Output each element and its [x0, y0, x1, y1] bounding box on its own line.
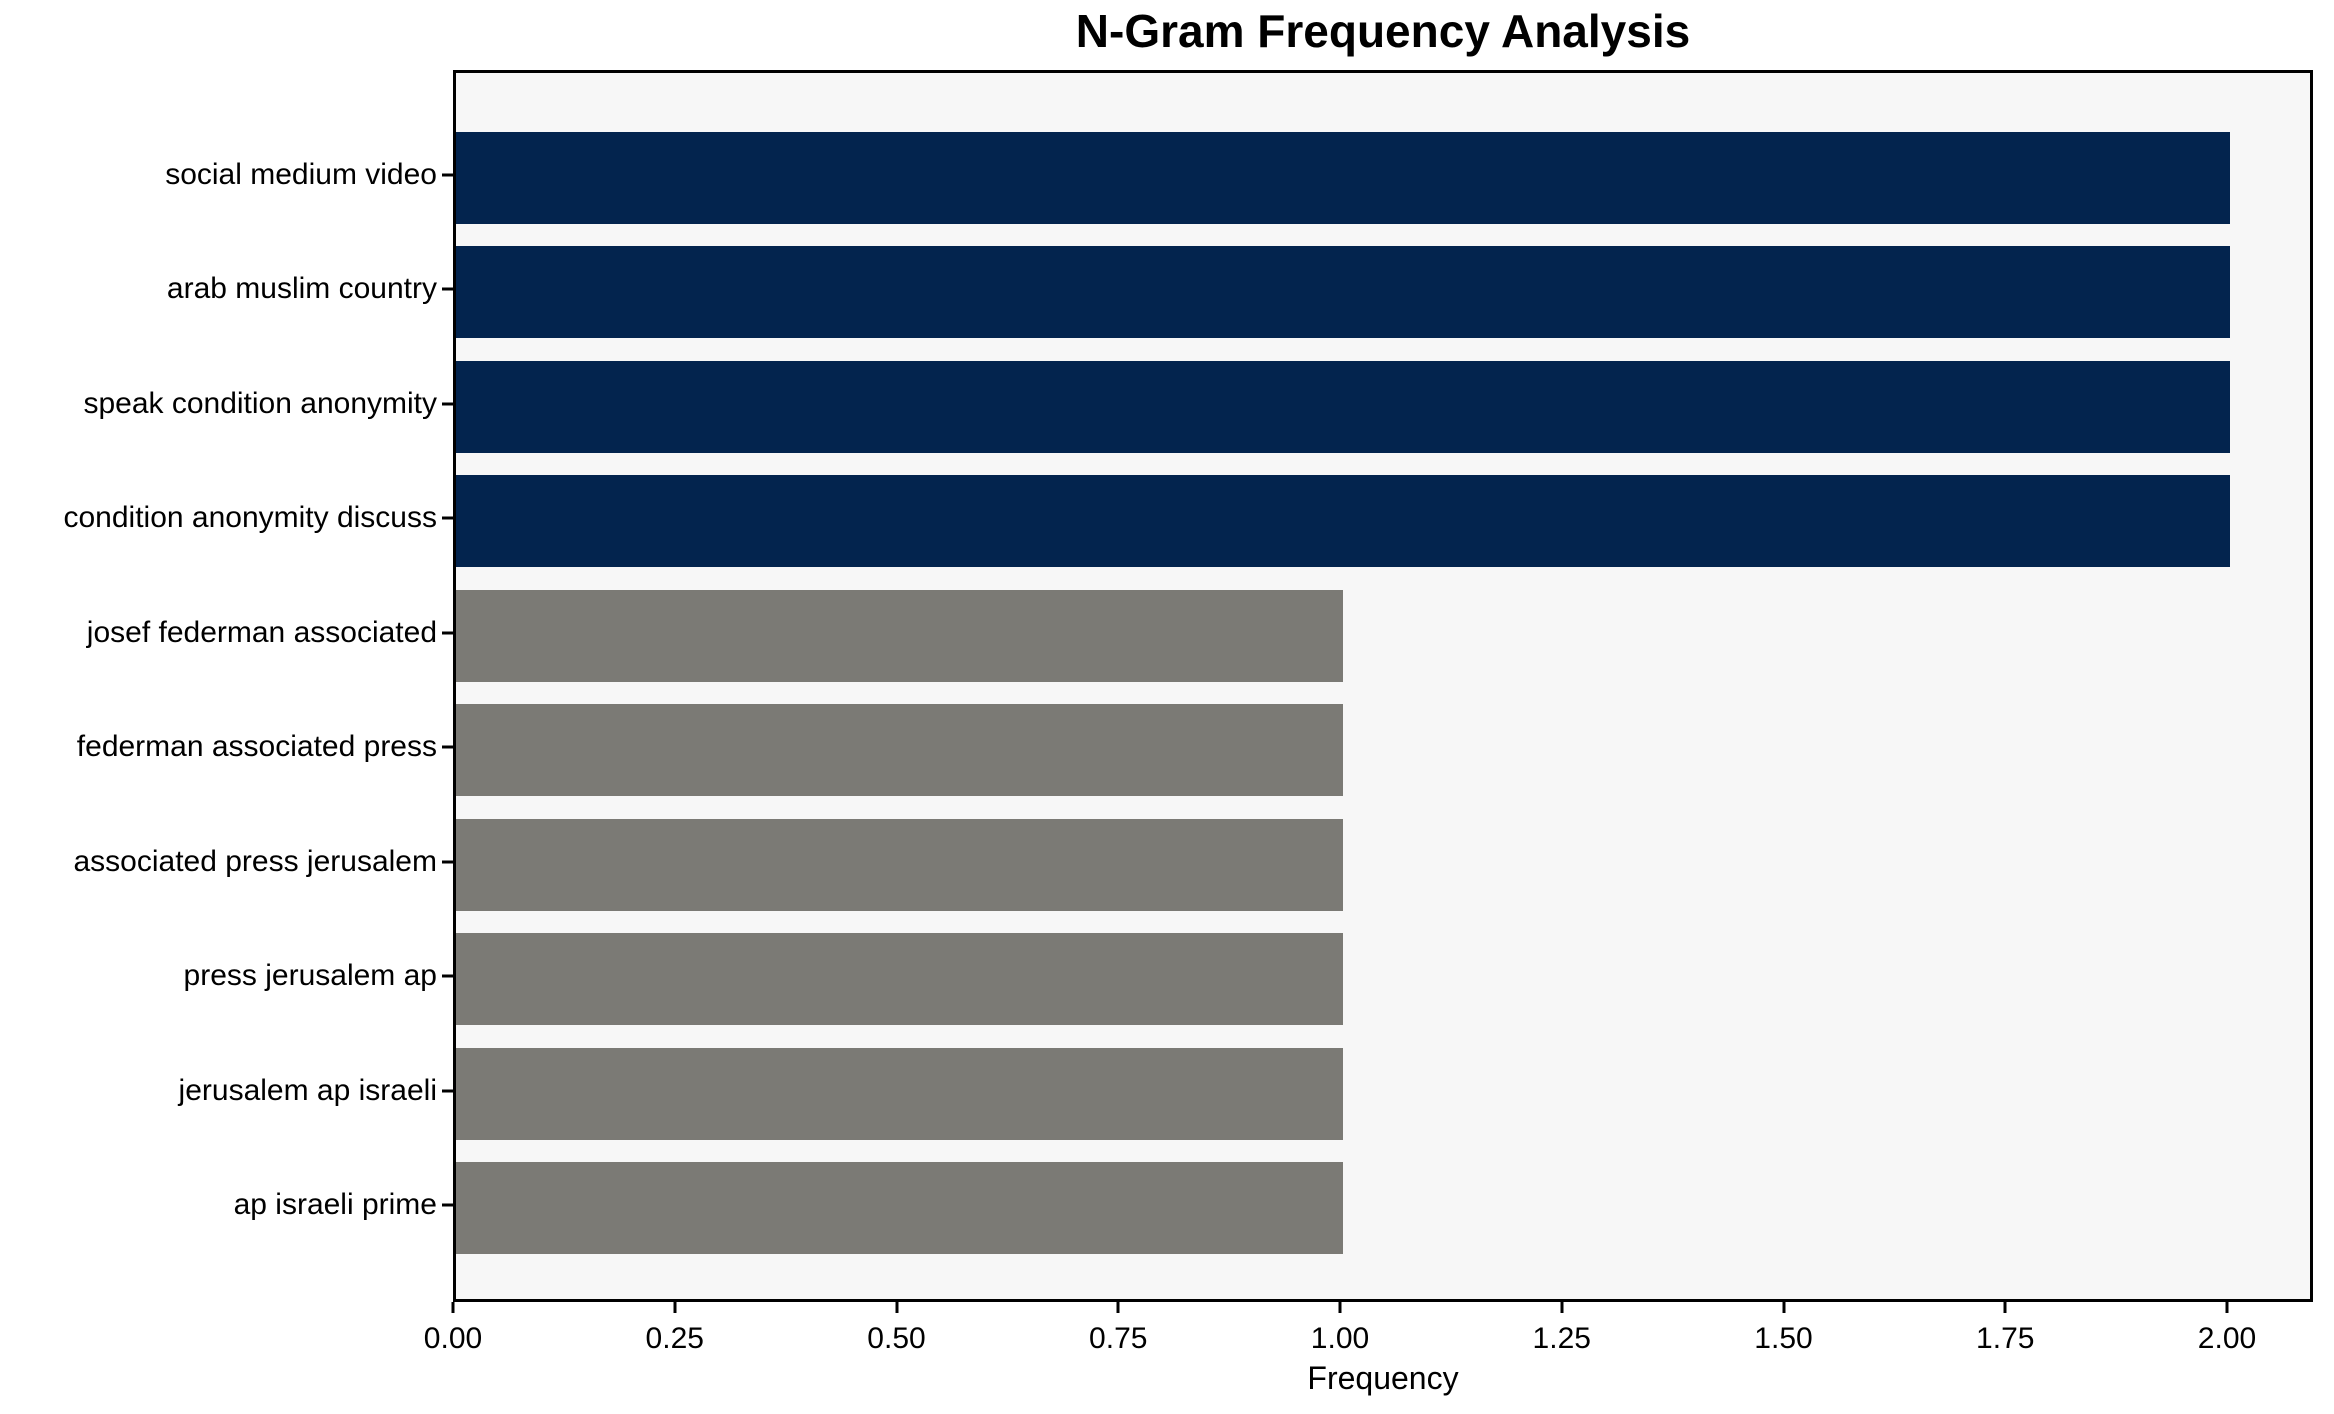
y-axis-label-speak-condition-anonymity: speak condition anonymity: [83, 386, 437, 420]
x-tick-mark: [1116, 1302, 1120, 1313]
bar-jerusalem-ap-israeli: [456, 1047, 1343, 1140]
x-axis-tick-label-0.25: 0.25: [645, 1322, 704, 1355]
y-tick-mark: [442, 173, 453, 177]
bar-josef-federman-associated: [456, 589, 1343, 682]
bar-arab-muslim-country: [456, 246, 2230, 339]
y-tick-mark: [442, 631, 453, 635]
x-axis-tick-label-1.50: 1.50: [1754, 1322, 1813, 1355]
y-tick-mark: [442, 287, 453, 291]
bar-ap-israeli-prime: [456, 1161, 1343, 1254]
y-tick-mark: [442, 974, 453, 978]
bar-associated-press-jerusalem: [456, 818, 1343, 911]
y-axis-label-press-jerusalem-ap: press jerusalem ap: [183, 959, 437, 993]
x-axis-tick-label-0.75: 0.75: [1089, 1322, 1148, 1355]
x-tick-mark: [895, 1302, 898, 1313]
x-axis-tick-label-1.25: 1.25: [1532, 1322, 1591, 1355]
bar-social-medium-video: [456, 132, 2230, 224]
chart-title: N-Gram Frequency Analysis: [1075, 5, 1691, 57]
y-axis-label-federman-associated-press: federman associated press: [76, 730, 437, 764]
bar-press-jerusalem-ap: [456, 933, 1343, 1026]
bar-federman-associated-press: [456, 704, 1343, 797]
plot-area: [453, 70, 2313, 1302]
y-tick-mark: [442, 745, 453, 749]
x-axis-tick-label-0.50: 0.50: [867, 1322, 926, 1355]
x-axis-tick-label-2.00: 2.00: [2197, 1322, 2257, 1355]
bar-speak-condition-anonymity: [456, 360, 2230, 453]
x-tick-mark: [2003, 1302, 2007, 1313]
y-axis-label-ap-israeli-prime: ap israeli prime: [233, 1187, 437, 1221]
x-axis-tick-label-1.75: 1.75: [1976, 1322, 2035, 1355]
y-axis-label-arab-muslim-country: arab muslim country: [166, 272, 437, 306]
y-axis-label-josef-federman-associated: josef federman associated: [86, 615, 437, 649]
x-axis-title: Frequency: [1307, 1360, 1459, 1396]
x-tick-mark: [451, 1302, 455, 1313]
x-tick-mark: [2225, 1302, 2229, 1313]
y-axis-label-jerusalem-ap-israeli: jerusalem ap israeli: [178, 1073, 437, 1107]
x-tick-mark: [1782, 1302, 1785, 1313]
y-tick-mark: [442, 516, 453, 520]
x-axis-tick-label-1.00: 1.00: [1310, 1322, 1370, 1355]
y-axis-label-condition-anonymity-discuss: condition anonymity discuss: [63, 501, 437, 535]
y-tick-mark: [442, 860, 453, 864]
x-tick-mark: [1560, 1302, 1564, 1313]
y-axis-label-social-medium-video: social medium video: [165, 158, 437, 191]
x-tick-mark: [673, 1302, 677, 1313]
x-tick-mark: [1338, 1302, 1342, 1313]
x-axis-tick-label-0.00: 0.00: [423, 1322, 483, 1355]
y-tick-mark: [442, 1203, 453, 1207]
y-tick-mark: [442, 1089, 453, 1093]
y-axis-label-associated-press-jerusalem: associated press jerusalem: [73, 844, 437, 878]
bar-condition-anonymity-discuss: [456, 475, 2230, 568]
y-tick-mark: [442, 402, 453, 406]
